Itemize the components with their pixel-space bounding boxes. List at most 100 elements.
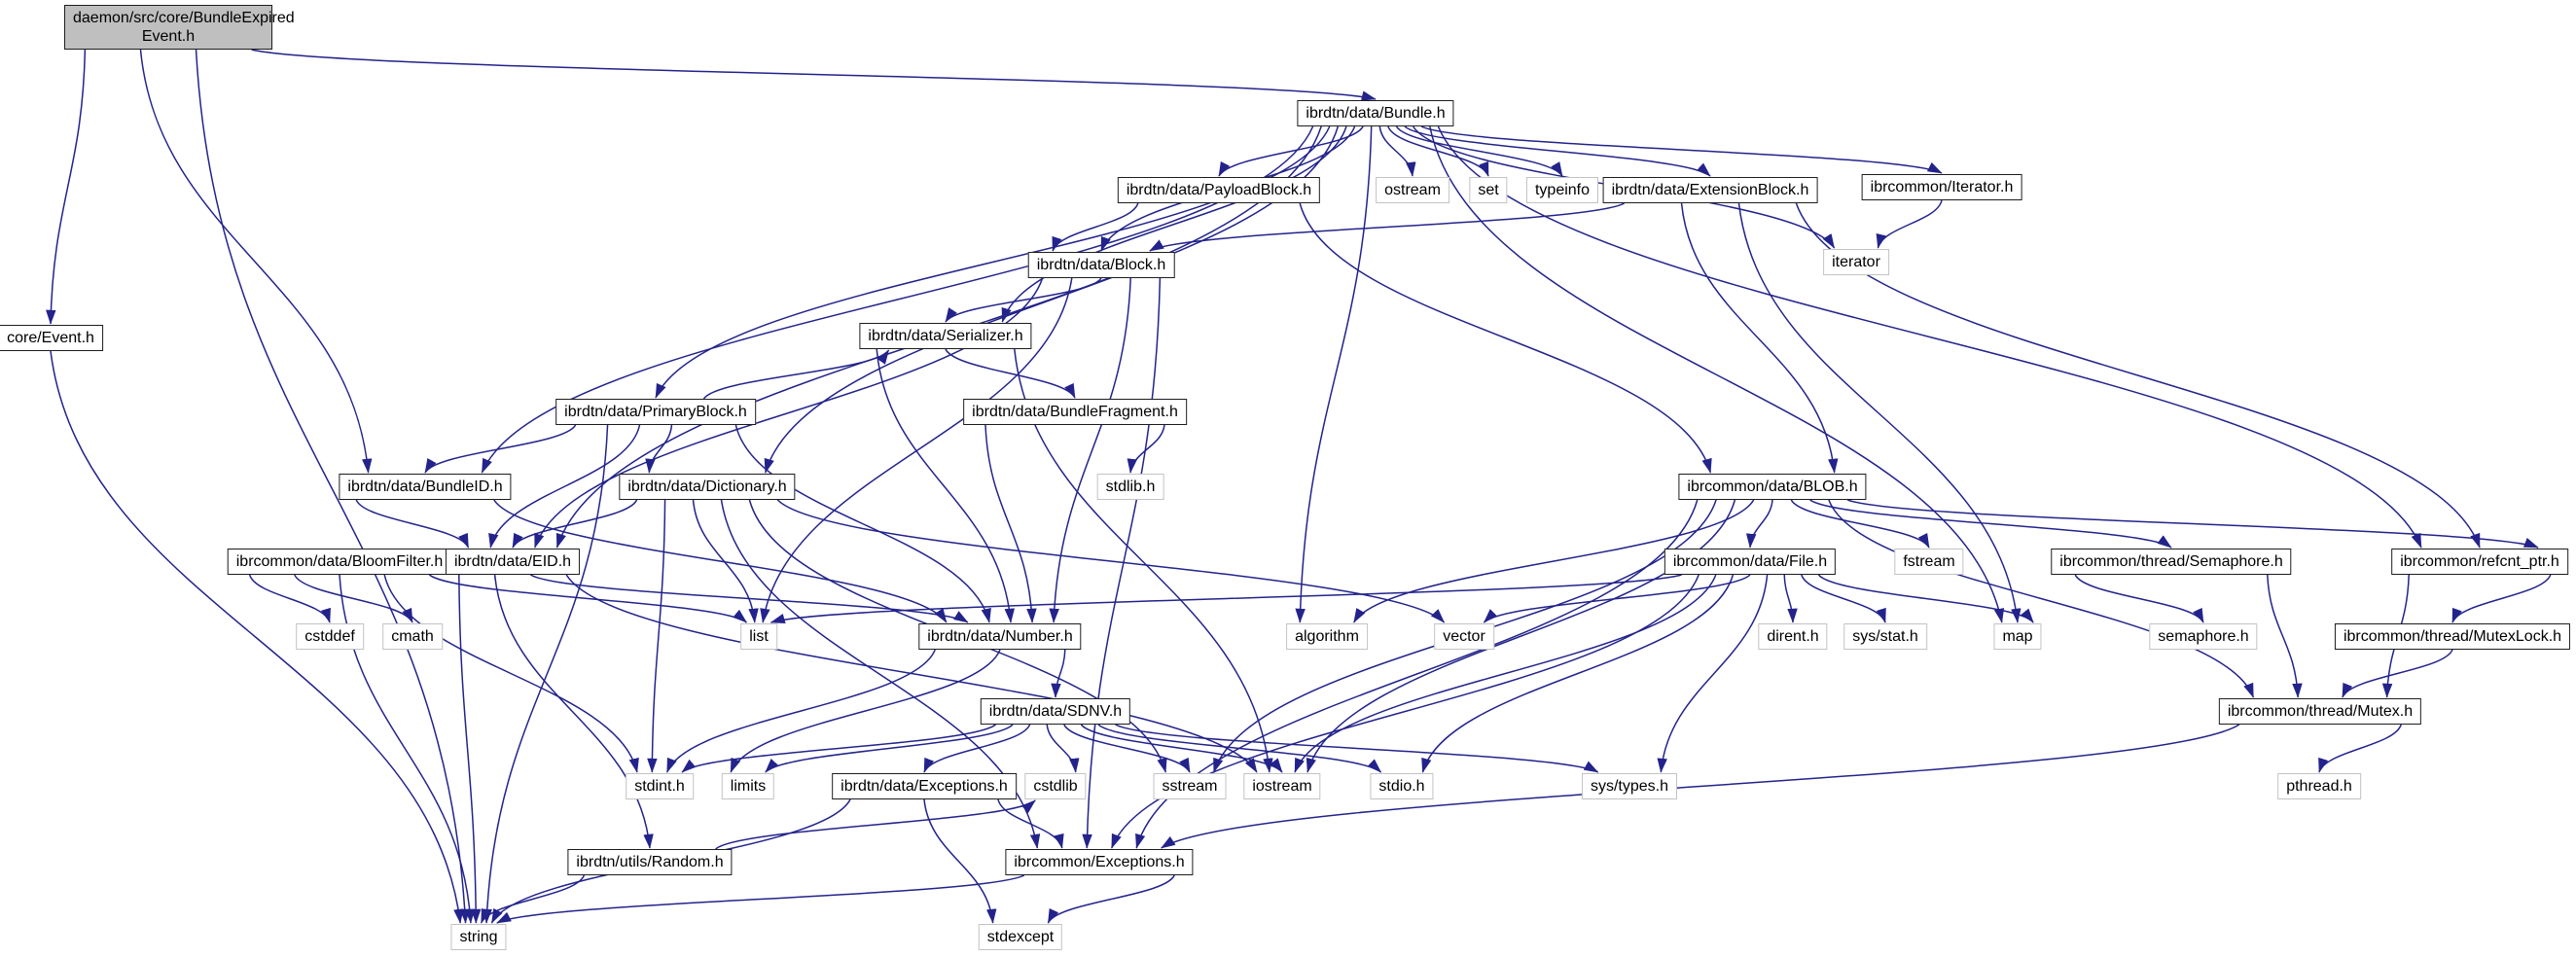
edge-sdnv-to-dtnExceptions bbox=[923, 724, 1031, 773]
node-primaryBlock[interactable]: ibrdtn/data/PrimaryBlock.h bbox=[555, 399, 756, 425]
edge-dtnExceptions-to-comExceptions bbox=[997, 798, 1064, 849]
node-stdexcept: stdexcept bbox=[978, 924, 1063, 950]
edge-number-to-sdnv bbox=[1051, 649, 1066, 698]
node-dictionary[interactable]: ibrdtn/data/Dictionary.h bbox=[619, 474, 796, 500]
node-number[interactable]: ibrdtn/data/Number.h bbox=[918, 623, 1082, 650]
edge-eid-to-string bbox=[458, 574, 482, 924]
node-dtnExceptions[interactable]: ibrdtn/data/Exceptions.h bbox=[832, 773, 1017, 799]
node-string: string bbox=[450, 924, 507, 950]
node-random[interactable]: ibrdtn/utils/Random.h bbox=[567, 849, 733, 875]
edge-bundleFragment-to-stdlibH bbox=[1127, 424, 1165, 474]
edge-refcntPtr-to-mutexLock bbox=[2451, 574, 2552, 623]
edge-extensionBlock-to-map bbox=[1737, 202, 2021, 623]
edge-block-to-number bbox=[1049, 277, 1131, 623]
edge-primaryBlock-to-string bbox=[482, 424, 609, 924]
node-iteratorH[interactable]: ibrcommon/Iterator.h bbox=[1861, 174, 2022, 200]
edge-dictionary-to-vector bbox=[776, 499, 1446, 623]
edge-dtnExceptions-to-stdexcept bbox=[923, 798, 997, 924]
node-eid[interactable]: ibrdtn/data/EID.h bbox=[445, 549, 581, 575]
edge-number-to-stdint bbox=[666, 649, 936, 773]
edge-file-to-list bbox=[769, 574, 1682, 624]
node-sstream: sstream bbox=[1153, 773, 1227, 799]
edge-serializer-to-bundleFragment bbox=[945, 348, 1076, 399]
edge-semaphoreH-to-semaphore_h bbox=[2074, 574, 2204, 623]
edge-primaryBlock-to-bundleID bbox=[424, 424, 577, 474]
node-serializer[interactable]: ibrdtn/data/Serializer.h bbox=[859, 323, 1032, 349]
edge-bundle-to-serializer bbox=[1001, 125, 1347, 323]
edge-sdnv-to-cstdlib bbox=[1046, 724, 1080, 773]
node-stdlibH: stdlib.h bbox=[1096, 474, 1164, 500]
edge-file-to-sysTypes bbox=[1657, 574, 1769, 773]
edge-mutex-to-pthread bbox=[2318, 724, 2402, 773]
edge-bundle-to-iteratorH bbox=[1420, 125, 1943, 174]
edge-serializer-to-number bbox=[876, 348, 1015, 623]
edge-sdnv-to-stdint bbox=[681, 724, 996, 773]
edge-bundle-to-primaryBlock bbox=[655, 125, 1331, 399]
node-mutexLock[interactable]: ibrcommon/thread/MutexLock.h bbox=[2334, 623, 2571, 650]
edge-blob-to-semaphoreH bbox=[1809, 499, 2172, 549]
node-cmath: cmath bbox=[382, 623, 443, 650]
node-semaphoreH[interactable]: ibrcommon/thread/Semaphore.h bbox=[2051, 549, 2292, 575]
edge-blob-to-algorithm bbox=[1353, 499, 1755, 623]
edge-extensionBlock-to-blob bbox=[1680, 202, 1839, 474]
edge-dictionary-to-stdint bbox=[647, 499, 666, 773]
node-extensionBlock[interactable]: ibrdtn/data/ExtensionBlock.h bbox=[1602, 177, 1818, 203]
node-bundleFragment[interactable]: ibrdtn/data/BundleFragment.h bbox=[963, 399, 1187, 425]
edge-number-to-limits bbox=[730, 649, 1001, 773]
node-blob[interactable]: ibrcommon/data/BLOB.h bbox=[1678, 474, 1867, 500]
node-bloomFilter[interactable]: ibrcommon/data/BloomFilter.h bbox=[227, 549, 452, 575]
edge-sdnv-to-limits bbox=[765, 724, 1014, 773]
edge-bundleExpired-to-coreEvent bbox=[46, 49, 87, 325]
edge-blob-to-mutex bbox=[1828, 499, 2255, 698]
node-stdint: stdint.h bbox=[626, 773, 694, 799]
edge-bundle-to-extensionBlock bbox=[1404, 125, 1711, 177]
node-bundleExpired[interactable]: daemon/src/core/BundleExpired Event.h bbox=[64, 5, 295, 50]
edge-primaryBlock-to-number bbox=[734, 424, 991, 623]
node-block[interactable]: ibrdtn/data/Block.h bbox=[1027, 252, 1175, 278]
edge-dictionary-to-list bbox=[692, 499, 759, 623]
edge-coreEvent-to-string bbox=[50, 350, 464, 924]
node-vector: vector bbox=[1434, 623, 1494, 650]
edge-file-to-dirent bbox=[1783, 574, 1798, 623]
edge-bundle-to-algorithm bbox=[1295, 125, 1373, 623]
edge-blob-to-refcntPtr bbox=[1846, 499, 2539, 549]
edge-file-to-vector bbox=[1483, 574, 1751, 623]
edge-semaphoreH-to-mutex bbox=[2267, 574, 2303, 698]
node-cstdlib: cstdlib bbox=[1024, 773, 1087, 799]
node-file[interactable]: ibrcommon/data/File.h bbox=[1664, 549, 1837, 575]
node-comExceptions[interactable]: ibrcommon/Exceptions.h bbox=[1005, 849, 1194, 875]
edge-random-to-cstdlib bbox=[715, 799, 1036, 850]
edge-bloomFilter-to-cstddef bbox=[248, 574, 331, 623]
node-set: set bbox=[1469, 177, 1508, 203]
edge-bundle-to-typeinfo bbox=[1395, 125, 1563, 177]
edge-mutexLock-to-mutex bbox=[2342, 649, 2453, 698]
edge-bundleID-to-eid bbox=[355, 499, 470, 549]
node-coreEvent[interactable]: core/Event.h bbox=[0, 325, 103, 351]
edge-file-to-comExceptions bbox=[1111, 574, 1699, 849]
edge-payloadBlock-to-blob bbox=[1299, 202, 1712, 474]
edge-extensionBlock-to-block bbox=[1149, 202, 1625, 252]
node-bundle[interactable]: ibrdtn/data/Bundle.h bbox=[1297, 100, 1454, 126]
node-mutex[interactable]: ibrcommon/thread/Mutex.h bbox=[2218, 698, 2422, 725]
node-payloadBlock[interactable]: ibrdtn/data/PayloadBlock.h bbox=[1117, 177, 1321, 203]
node-sysStat: sys/stat.h bbox=[1843, 623, 1927, 650]
edge-block-to-serializer bbox=[945, 277, 1102, 323]
edge-bundleExpired-to-bundleID bbox=[139, 49, 373, 474]
edge-dictionary-to-eid bbox=[512, 499, 638, 549]
edge-mutex-to-comExceptions bbox=[1161, 724, 2240, 849]
node-dirent: dirent.h bbox=[1758, 623, 1828, 650]
node-stdio: stdio.h bbox=[1370, 773, 1434, 799]
edge-block-to-list bbox=[760, 277, 1073, 623]
edge-bloomFilter-to-stdint bbox=[383, 574, 639, 773]
node-list: list bbox=[740, 623, 777, 650]
edge-sdnv-to-sysTypes bbox=[1115, 724, 1599, 773]
edge-iteratorH-to-iterator bbox=[1876, 199, 1943, 249]
node-refcntPtr[interactable]: ibrcommon/refcnt_ptr.h bbox=[2391, 549, 2568, 575]
node-bundleID[interactable]: ibrdtn/data/BundleID.h bbox=[339, 474, 512, 500]
edge-file-to-iostream bbox=[1294, 574, 1717, 773]
node-sysTypes: sys/types.h bbox=[1581, 773, 1678, 799]
node-sdnv[interactable]: ibrdtn/data/SDNV.h bbox=[980, 698, 1131, 725]
edge-comExceptions-to-string bbox=[496, 874, 1025, 924]
